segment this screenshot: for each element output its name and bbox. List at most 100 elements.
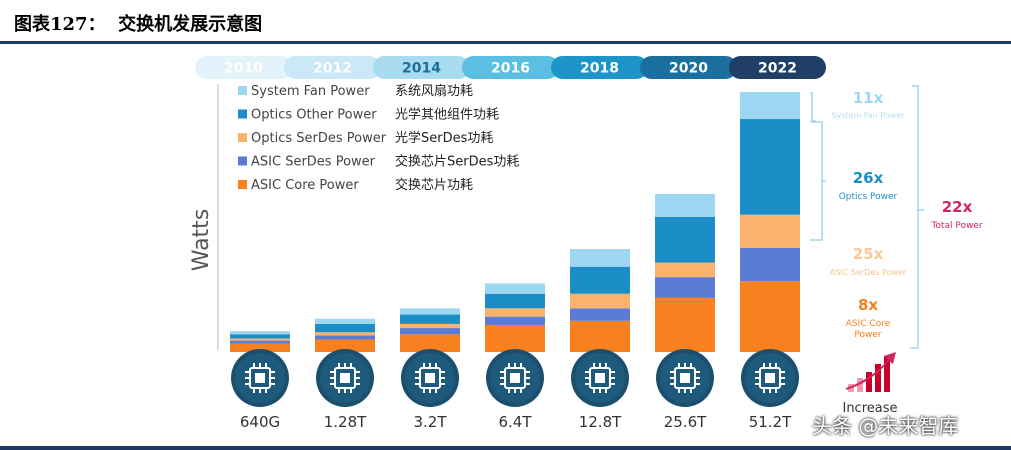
bar-25.6T-asic-serdes-power	[655, 277, 715, 298]
legend-label: Optics SerDes Power	[251, 131, 387, 146]
bottom-rule	[0, 446, 1011, 450]
bar-6.4T-optics-serdes-power	[485, 308, 545, 317]
bar-1.28T-system-fan-power	[315, 318, 375, 324]
bar-1.28T-optics-other-power	[315, 323, 375, 333]
bracket-line	[810, 121, 823, 241]
bar-640G-system-fan-power	[230, 331, 290, 335]
annotation-label: Optics Power	[839, 192, 898, 202]
bar-3.2T-optics-other-power	[400, 314, 460, 324]
legend-swatch	[238, 133, 247, 142]
legend-swatch	[238, 109, 247, 119]
legend-label-cn: 交换芯片SerDes功耗	[395, 154, 519, 170]
year-timeline: 2010 2012 2014 2016 2018 2020 2022	[195, 56, 826, 79]
page-title: 图表127： 交换机发展示意图	[14, 14, 263, 35]
annotation-label: ASIC SerDes Power	[830, 268, 907, 277]
legend-label-cn: 光学其他组件功耗	[395, 107, 499, 123]
x-tick-label: 12.8T	[579, 413, 622, 431]
legend-swatch	[238, 86, 247, 95]
x-tick-label: 640G	[240, 413, 280, 431]
bracket-line	[910, 85, 919, 349]
x-tick-label: 6.4T	[498, 413, 532, 431]
bar-640G-optics-other-power	[230, 334, 290, 339]
timeline-segment-2016	[462, 56, 559, 79]
increase-graphic: Increase	[842, 352, 898, 416]
bar-640G-asic-core-power	[230, 343, 290, 352]
chip-icon	[656, 349, 714, 407]
timeline-year-2012: 2012	[313, 61, 352, 77]
bar-12.8T-asic-serdes-power	[570, 308, 630, 321]
chip-icon	[401, 349, 459, 407]
annotation-label: ASIC Core	[846, 319, 891, 329]
legend-label-cn: 系统风扇功耗	[395, 83, 473, 99]
annotation-value: 25x	[853, 245, 884, 263]
timeline-segment-2018	[551, 56, 648, 79]
bar-12.8T-optics-serdes-power	[570, 293, 630, 309]
annotation-value: 11x	[853, 89, 884, 107]
bar-3.2T-optics-serdes-power	[400, 323, 460, 329]
bar-51.2T-system-fan-power	[740, 92, 800, 120]
legend-label: Optics Other Power	[251, 108, 377, 123]
timeline-year-2020: 2020	[669, 61, 708, 77]
timeline-segment-2010	[195, 56, 292, 79]
annotation-value: 26x	[853, 169, 884, 187]
chip-icon	[316, 349, 374, 407]
bars	[230, 92, 800, 352]
timeline-segment-2014	[373, 56, 470, 79]
bar-1.28T-asic-core-power	[315, 339, 375, 352]
bar-12.8T-optics-other-power	[570, 266, 630, 294]
bar-6.4T-asic-core-power	[485, 324, 545, 352]
bar-3.2T-asic-serdes-power	[400, 328, 460, 335]
bar-6.4T-asic-serdes-power	[485, 316, 545, 325]
bar-3.2T-system-fan-power	[400, 308, 460, 315]
bar-1.28T-optics-serdes-power	[315, 332, 375, 336]
increase-label: Increase	[842, 401, 897, 416]
bar-1.28T-asic-serdes-power	[315, 335, 375, 340]
legend-swatch	[238, 156, 247, 166]
chip-icon	[571, 349, 629, 407]
timeline-year-2022: 2022	[758, 61, 797, 77]
timeline-year-2010: 2010	[224, 61, 263, 77]
increase-bar	[875, 364, 881, 392]
chip-icon	[741, 349, 799, 407]
legend-label: System Fan Power	[251, 84, 370, 99]
bar-6.4T-system-fan-power	[485, 283, 545, 294]
bar-51.2T-optics-other-power	[740, 119, 800, 215]
timeline-segment-2022	[729, 56, 826, 79]
annotations: 11x System Fan Power 26x Optics Power 25x ASI…	[830, 89, 983, 340]
x-tick-label: 25.6T	[664, 413, 707, 431]
x-tick-labels: 640G 1.28T 3.2T 6.4T 12.8T 25.6T 51.2T	[240, 413, 792, 431]
legend: System Fan Power 系统风扇功耗 Optics Other Power…	[238, 83, 519, 193]
annotation-label: System Fan Power	[832, 111, 906, 120]
annotation-label: Power	[854, 330, 882, 340]
annotation-value: 8x	[858, 296, 878, 314]
bracket-line	[810, 92, 816, 122]
chip-icons	[231, 349, 799, 407]
bar-12.8T-asic-core-power	[570, 320, 630, 352]
header-rule	[0, 41, 1011, 44]
x-tick-label: 1.28T	[324, 413, 367, 431]
timeline-segment-2012	[284, 56, 381, 79]
annotation-label: Total Power	[930, 221, 982, 231]
increase-bar	[857, 378, 863, 392]
increase-bar	[866, 372, 872, 392]
increase-bar	[884, 356, 890, 392]
header: 图表127： 交换机发展示意图	[0, 0, 1011, 44]
bar-51.2T-asic-serdes-power	[740, 248, 800, 282]
chip-icon	[231, 349, 289, 407]
bar-640G-optics-serdes-power	[230, 338, 290, 341]
bar-6.4T-optics-other-power	[485, 293, 545, 309]
bar-25.6T-optics-serdes-power	[655, 262, 715, 278]
timeline-year-2018: 2018	[580, 61, 619, 77]
increase-arrow	[846, 352, 896, 390]
bar-3.2T-asic-core-power	[400, 334, 460, 352]
legend-label-cn: 交换芯片功耗	[395, 177, 473, 193]
legend-label-cn: 光学SerDes功耗	[395, 130, 493, 146]
y-axis-label: Watts	[189, 209, 214, 272]
brackets	[810, 85, 924, 349]
bar-12.8T-system-fan-power	[570, 249, 630, 267]
bar-51.2T-optics-serdes-power	[740, 214, 800, 248]
bar-640G-asic-serdes-power	[230, 340, 290, 344]
bar-25.6T-asic-core-power	[655, 297, 715, 352]
legend-label: ASIC Core Power	[251, 178, 359, 193]
bar-25.6T-optics-other-power	[655, 216, 715, 263]
